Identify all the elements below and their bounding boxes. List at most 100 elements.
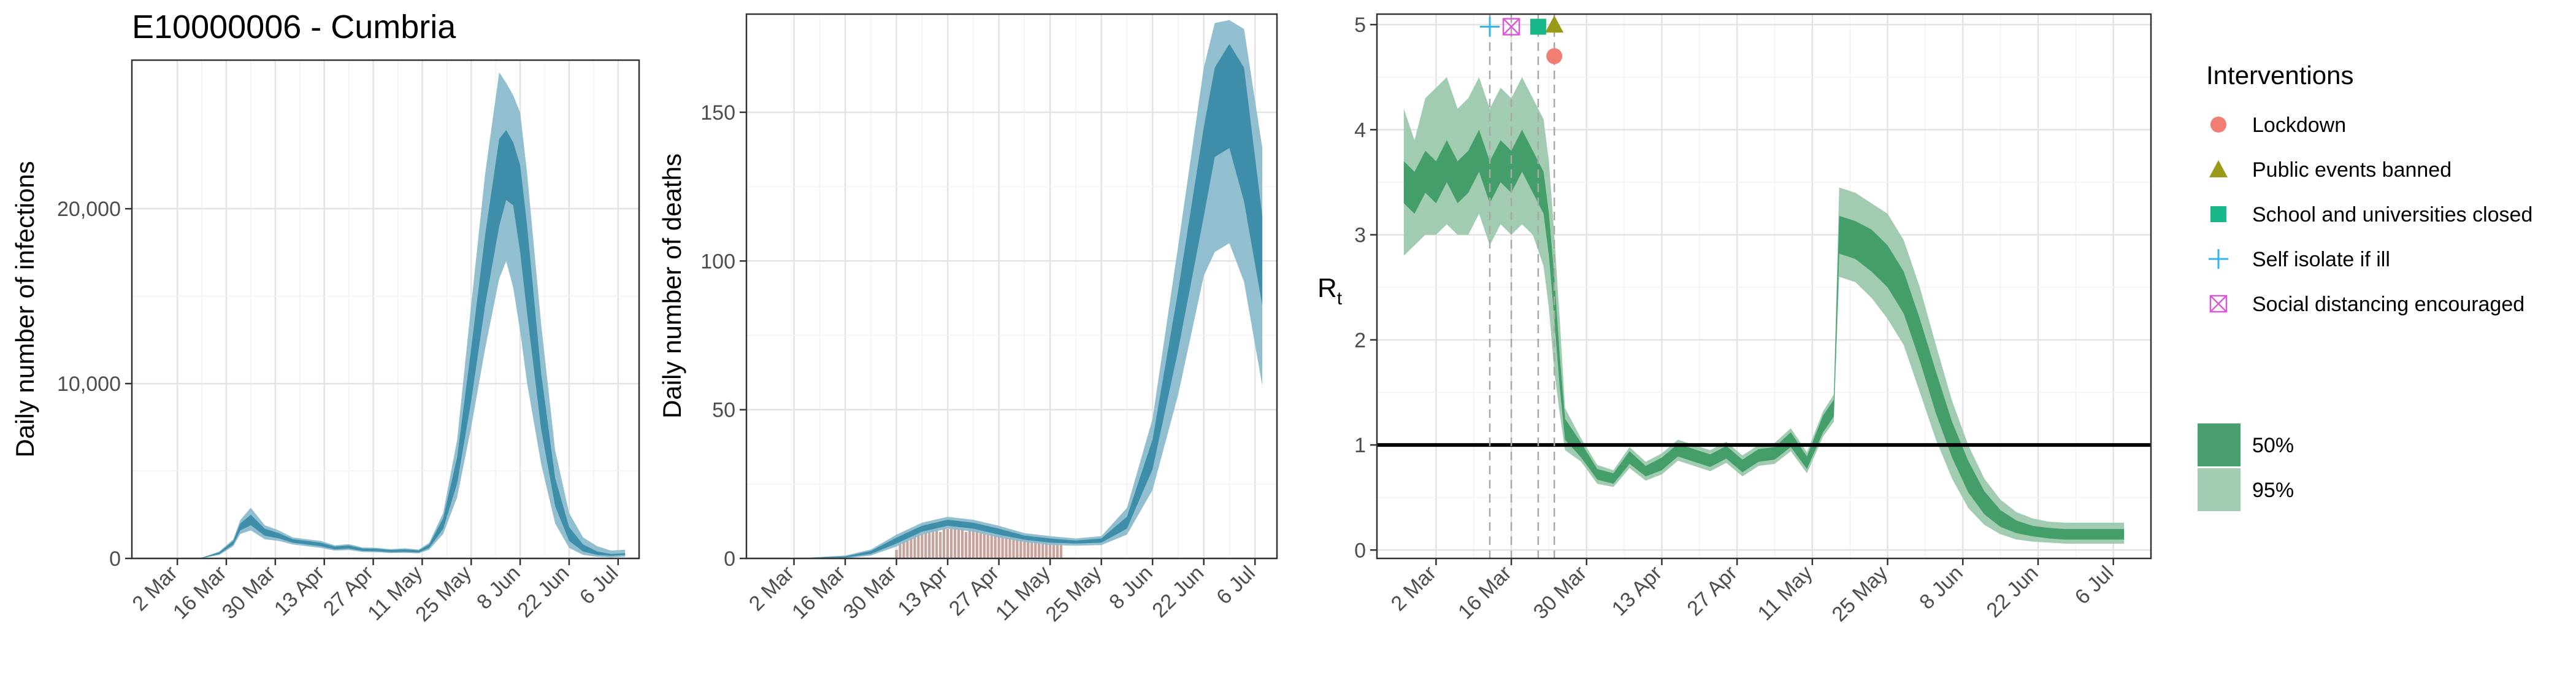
observed-death-bar: [942, 525, 946, 559]
figure-title: E10000006 - Cumbria: [132, 9, 456, 45]
y-tick-label: 0: [1354, 539, 1366, 562]
x-tick-label: 6 Jul: [1212, 561, 1260, 609]
x-tick-label: 2 Mar: [1387, 561, 1441, 615]
y-tick-label: 5: [1354, 14, 1366, 37]
rt-bands: [1377, 77, 2151, 544]
intervention-marker-plus: [1480, 17, 1500, 37]
y-tick-label: 3: [1354, 224, 1366, 247]
rt-y-axis-label-sub: t: [1337, 288, 1343, 309]
observed-death-bar: [967, 528, 972, 559]
observed-death-bar: [978, 531, 983, 559]
interventions-legend-title: Interventions: [2206, 61, 2353, 90]
y-tick-label: 50: [712, 399, 735, 422]
rt-plot-background: [1377, 14, 2151, 558]
observed-death-bar: [938, 531, 943, 559]
ci50-band: [794, 44, 1263, 558]
rt-y-axis-label: Rt: [1317, 273, 1343, 309]
legend-label: School and universities closed: [2252, 203, 2532, 226]
infections-plot-border: [131, 59, 640, 560]
x-tick-label: 13 Apr: [893, 561, 952, 620]
y-tick-label: 4: [1354, 118, 1366, 142]
observed-death-bar: [1011, 537, 1016, 559]
deaths-bands: [794, 20, 1263, 558]
x-tick-label: 11 May: [1754, 561, 1817, 625]
x-tick-label: 22 Jun: [1148, 561, 1208, 622]
y-tick-label: 1: [1354, 434, 1366, 457]
x-tick-label: 30 Mar: [1529, 561, 1592, 624]
ci-legend-label: 95%: [2252, 479, 2294, 502]
x-tick-label: 30 Mar: [839, 561, 902, 624]
x-tick-label: 13 Apr: [1608, 561, 1666, 620]
y-tick-label: 150: [700, 101, 735, 125]
x-tick-label: 30 Mar: [218, 561, 280, 624]
ci-legend: 50% 95%: [2198, 423, 2294, 511]
rt-plot-border: [1376, 13, 2152, 560]
x-tick-label: 6 Jul: [2071, 561, 2118, 609]
deaths-observed-bars: [894, 522, 1063, 559]
observed-death-bar: [960, 528, 964, 559]
x-tick-label: 22 Jun: [1982, 561, 2043, 622]
observed-death-bar: [909, 537, 913, 559]
legend-label: Social distancing encouraged: [2252, 293, 2524, 316]
observed-death-bar: [1030, 540, 1034, 559]
deaths-plot-border: [745, 13, 1278, 560]
intervention-marker-boxcross: [1502, 18, 1520, 36]
observed-death-bar: [898, 543, 902, 559]
observed-death-bar: [935, 528, 939, 559]
x-tick-label: 25 May: [411, 561, 476, 627]
ci-legend-label: 50%: [2252, 434, 2294, 457]
rt-intervention-markers: [1480, 14, 1564, 558]
x-tick-label: 6 Jul: [575, 561, 623, 609]
interventions-legend: Interventions Lockdown Public events bann…: [2206, 61, 2532, 316]
legend-key-plus: [2209, 249, 2228, 269]
infections-y-axis-label: Daily number of infections: [10, 161, 39, 457]
y-tick-label: 0: [724, 547, 735, 571]
observed-death-bar: [953, 525, 957, 559]
observed-death-bar: [975, 528, 979, 559]
observed-death-bar: [894, 549, 899, 559]
x-tick-label: 22 Jun: [513, 561, 574, 622]
x-tick-label: 8 Jun: [1915, 561, 1968, 614]
y-tick-label: 10,000: [57, 372, 121, 396]
ci-legend-swatch: [2198, 423, 2241, 466]
y-tick-label: 2: [1354, 329, 1366, 352]
legend-key-triangle: [2209, 160, 2228, 177]
legend-label: Self isolate if ill: [2252, 248, 2390, 271]
ci50-band: [1403, 129, 2125, 540]
legend-key-square: [2210, 206, 2226, 222]
observed-death-bar: [986, 534, 990, 559]
y-tick-label: 0: [109, 547, 121, 571]
x-tick-label: 25 May: [1041, 561, 1106, 627]
x-tick-label: 16 Mar: [1454, 561, 1516, 624]
deaths-y-axis-label: Daily number of deaths: [657, 153, 686, 419]
legend-label: Lockdown: [2252, 114, 2346, 137]
legend-label: Public events banned: [2252, 158, 2451, 182]
ci50-band: [177, 130, 626, 558]
observed-death-bar: [946, 528, 950, 559]
x-tick-label: 16 Mar: [788, 561, 850, 624]
y-tick-label: 20,000: [57, 198, 121, 221]
legend-key-boxcross: [2209, 295, 2228, 313]
intervention-marker-circle: [1546, 48, 1563, 64]
x-tick-label: 16 Mar: [169, 561, 231, 624]
rt-panel: 2 Mar 16 Mar 30 Mar 13 Apr 27 Apr 11 May 25 Ma…: [1317, 13, 2152, 627]
interventions-legend-items: Lockdown Public events banned School and u…: [2209, 114, 2532, 316]
ci-legend-items: 50% 95%: [2198, 423, 2294, 511]
observed-death-bar: [964, 531, 968, 559]
x-tick-label: 11 May: [991, 561, 1055, 625]
infections-bands: [177, 72, 626, 558]
x-tick-label: 25 May: [1828, 561, 1893, 627]
y-tick-label: 100: [700, 250, 735, 273]
ci-legend-swatch: [2198, 468, 2241, 511]
rt-y-axis-label-main: R: [1317, 273, 1337, 303]
infections-plot-background: [132, 60, 639, 558]
legend-key-circle: [2210, 117, 2226, 133]
intervention-marker-square: [1530, 18, 1546, 35]
x-tick-label: 27 Apr: [1682, 561, 1741, 620]
observed-death-bar: [997, 534, 1001, 559]
x-tick-label: 13 Apr: [270, 561, 329, 620]
observed-death-bar: [949, 528, 954, 559]
